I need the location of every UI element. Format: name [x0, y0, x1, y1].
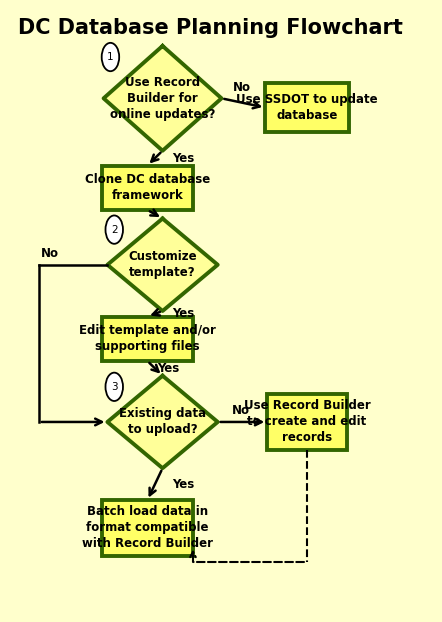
- Text: Existing data
to upload?: Existing data to upload?: [119, 407, 206, 437]
- Circle shape: [106, 373, 123, 401]
- Text: Clone DC database
framework: Clone DC database framework: [85, 173, 210, 202]
- FancyBboxPatch shape: [102, 317, 193, 361]
- Text: Use Record
Builder for
online updates?: Use Record Builder for online updates?: [110, 76, 215, 121]
- Text: No: No: [232, 81, 251, 94]
- Text: Yes: Yes: [172, 307, 194, 320]
- Circle shape: [102, 43, 119, 71]
- Text: No: No: [41, 247, 59, 260]
- Text: Use Record Builder
to create and edit
records: Use Record Builder to create and edit re…: [244, 399, 370, 445]
- Text: Use SSDOT to update
database: Use SSDOT to update database: [236, 93, 378, 122]
- Polygon shape: [103, 46, 221, 151]
- Polygon shape: [107, 218, 218, 311]
- Text: Yes: Yes: [157, 362, 179, 375]
- Text: Edit template and/or
supporting files: Edit template and/or supporting files: [79, 324, 216, 353]
- Text: 2: 2: [111, 225, 118, 234]
- FancyBboxPatch shape: [102, 165, 193, 210]
- Circle shape: [106, 215, 123, 244]
- FancyBboxPatch shape: [267, 394, 347, 450]
- Text: 3: 3: [111, 382, 118, 392]
- Text: Yes: Yes: [172, 478, 194, 491]
- Polygon shape: [107, 376, 218, 468]
- Text: No: No: [232, 404, 250, 417]
- Text: Yes: Yes: [172, 152, 194, 165]
- Text: Batch load data in
format compatible
with Record Builder: Batch load data in format compatible wit…: [82, 506, 213, 550]
- Text: 1: 1: [107, 52, 114, 62]
- FancyBboxPatch shape: [102, 500, 193, 555]
- FancyBboxPatch shape: [265, 83, 349, 132]
- Text: DC Database Planning Flowchart: DC Database Planning Flowchart: [18, 18, 403, 38]
- Text: Customize
template?: Customize template?: [128, 250, 197, 279]
